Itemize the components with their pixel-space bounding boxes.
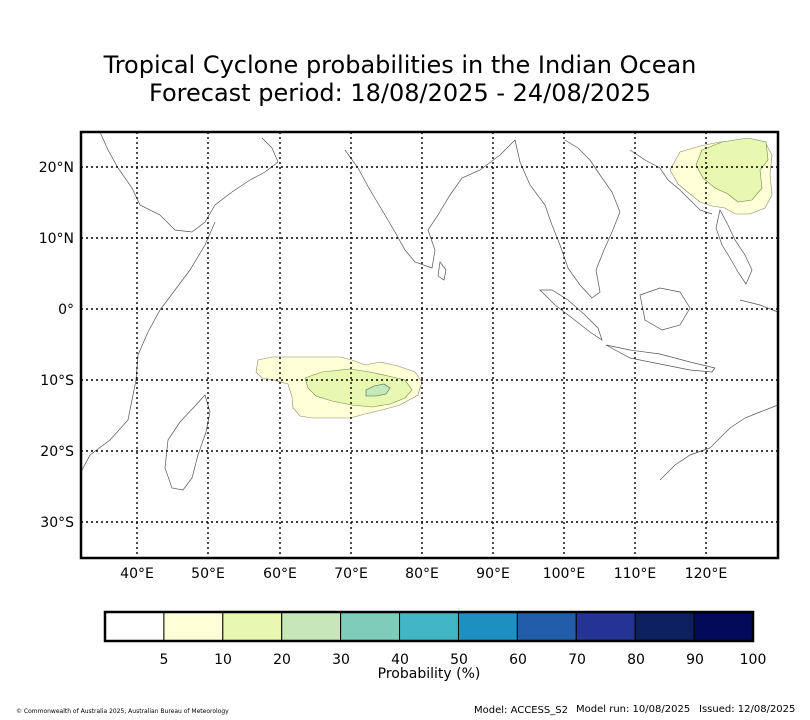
colorbar-cell [575,611,636,642]
colorbar-tick-labels: 5 10 20 30 40 50 60 70 80 90 100 [160,652,767,668]
coast-philippines [715,209,753,285]
colorbar-cell [693,611,754,642]
probability-area-philippine-sea [669,137,773,215]
gridlines [81,132,778,558]
colorbar-tick-label: 10 [214,652,232,668]
prob-10-20-philippine [695,137,769,203]
lon-tick-label: 80°E [405,566,439,582]
coast-borneo [639,287,691,331]
coast-southeast-asia [514,139,621,299]
lon-tick-label: 120°E [685,566,728,582]
lon-tick-labels: 40°E 50°E 60°E 70°E 80°E 90°E 100°E 110°… [120,566,727,582]
colorbar: 5 10 20 30 40 50 60 70 80 90 100 Probabi… [103,610,767,682]
lon-tick-label: 110°E [614,566,657,582]
coast-sumatra [539,289,603,341]
colorbar-tick-label: 70 [568,652,586,668]
colorbar-cell [399,611,459,642]
lon-tick-label: 50°E [191,566,225,582]
map-area [81,132,778,558]
lon-tick-label: 90°E [476,566,510,582]
colorbar-tick-label: 50 [450,652,468,668]
colorbar-tick-label: 20 [273,652,291,668]
model-text: Model: ACCESS_S2 [474,705,568,716]
copyright-text: © Commonwealth of Australia 2025, Austra… [16,708,229,715]
lon-tick-label: 70°E [334,566,368,582]
lat-tick-label: 30°S [40,515,74,531]
colorbar-tick-label: 30 [332,652,350,668]
colorbar-tick-label: 60 [509,652,527,668]
colorbar-cell [457,611,518,642]
probability-area-indian-ocean [255,356,423,419]
lon-tick-label: 100°E [543,566,586,582]
lat-tick-label: 10°S [40,373,74,389]
lat-tick-label: 0° [58,302,74,318]
colorbar-cell [634,611,695,642]
colorbar-cells [104,611,754,642]
colorbar-frame [103,610,755,643]
colorbar-tick-label: 80 [627,652,645,668]
coast-taiwan-china [629,149,713,215]
lat-tick-label: 20°S [40,444,74,460]
colorbar-tick-label: 40 [391,652,409,668]
lon-tick-label: 60°E [263,566,297,582]
coast-india [344,139,516,269]
issued-text: Issued: 12/08/2025 [699,704,796,715]
chart-title-line2: Forecast period: 18/08/2025 - 24/08/2025 [149,79,651,107]
colorbar-label: Probability (%) [378,666,481,682]
coast-madagascar [164,394,211,491]
coast-sri-lanka [437,261,447,281]
lon-tick-label: 40°E [120,566,154,582]
colorbar-cell [104,611,165,642]
colorbar-cell [281,611,342,642]
lat-tick-label: 20°N [39,160,74,176]
colorbar-cell [340,611,401,642]
lat-tick-label: 10°N [39,231,74,247]
colorbar-cell [222,611,283,642]
coast-australia [659,404,779,481]
chart-title-line1: Tropical Cyclone probabilities in the In… [103,51,697,79]
lat-tick-labels: 20°N 10°N 0° 10°S 20°S 30°S [39,160,74,531]
colorbar-tick-label: 100 [740,652,767,668]
colorbar-cell [163,611,224,642]
prob-20-30-indian [365,383,391,397]
model-run-text: Model run: 10/08/2025 [576,704,691,715]
coast-java [605,344,716,373]
colorbar-cell [516,611,577,642]
colorbar-tick-label: 90 [686,652,704,668]
prob-10-20-indian [304,368,413,408]
map-frame [79,130,780,560]
colorbar-tick-label: 5 [160,652,169,668]
coast-east-africa [81,221,216,471]
